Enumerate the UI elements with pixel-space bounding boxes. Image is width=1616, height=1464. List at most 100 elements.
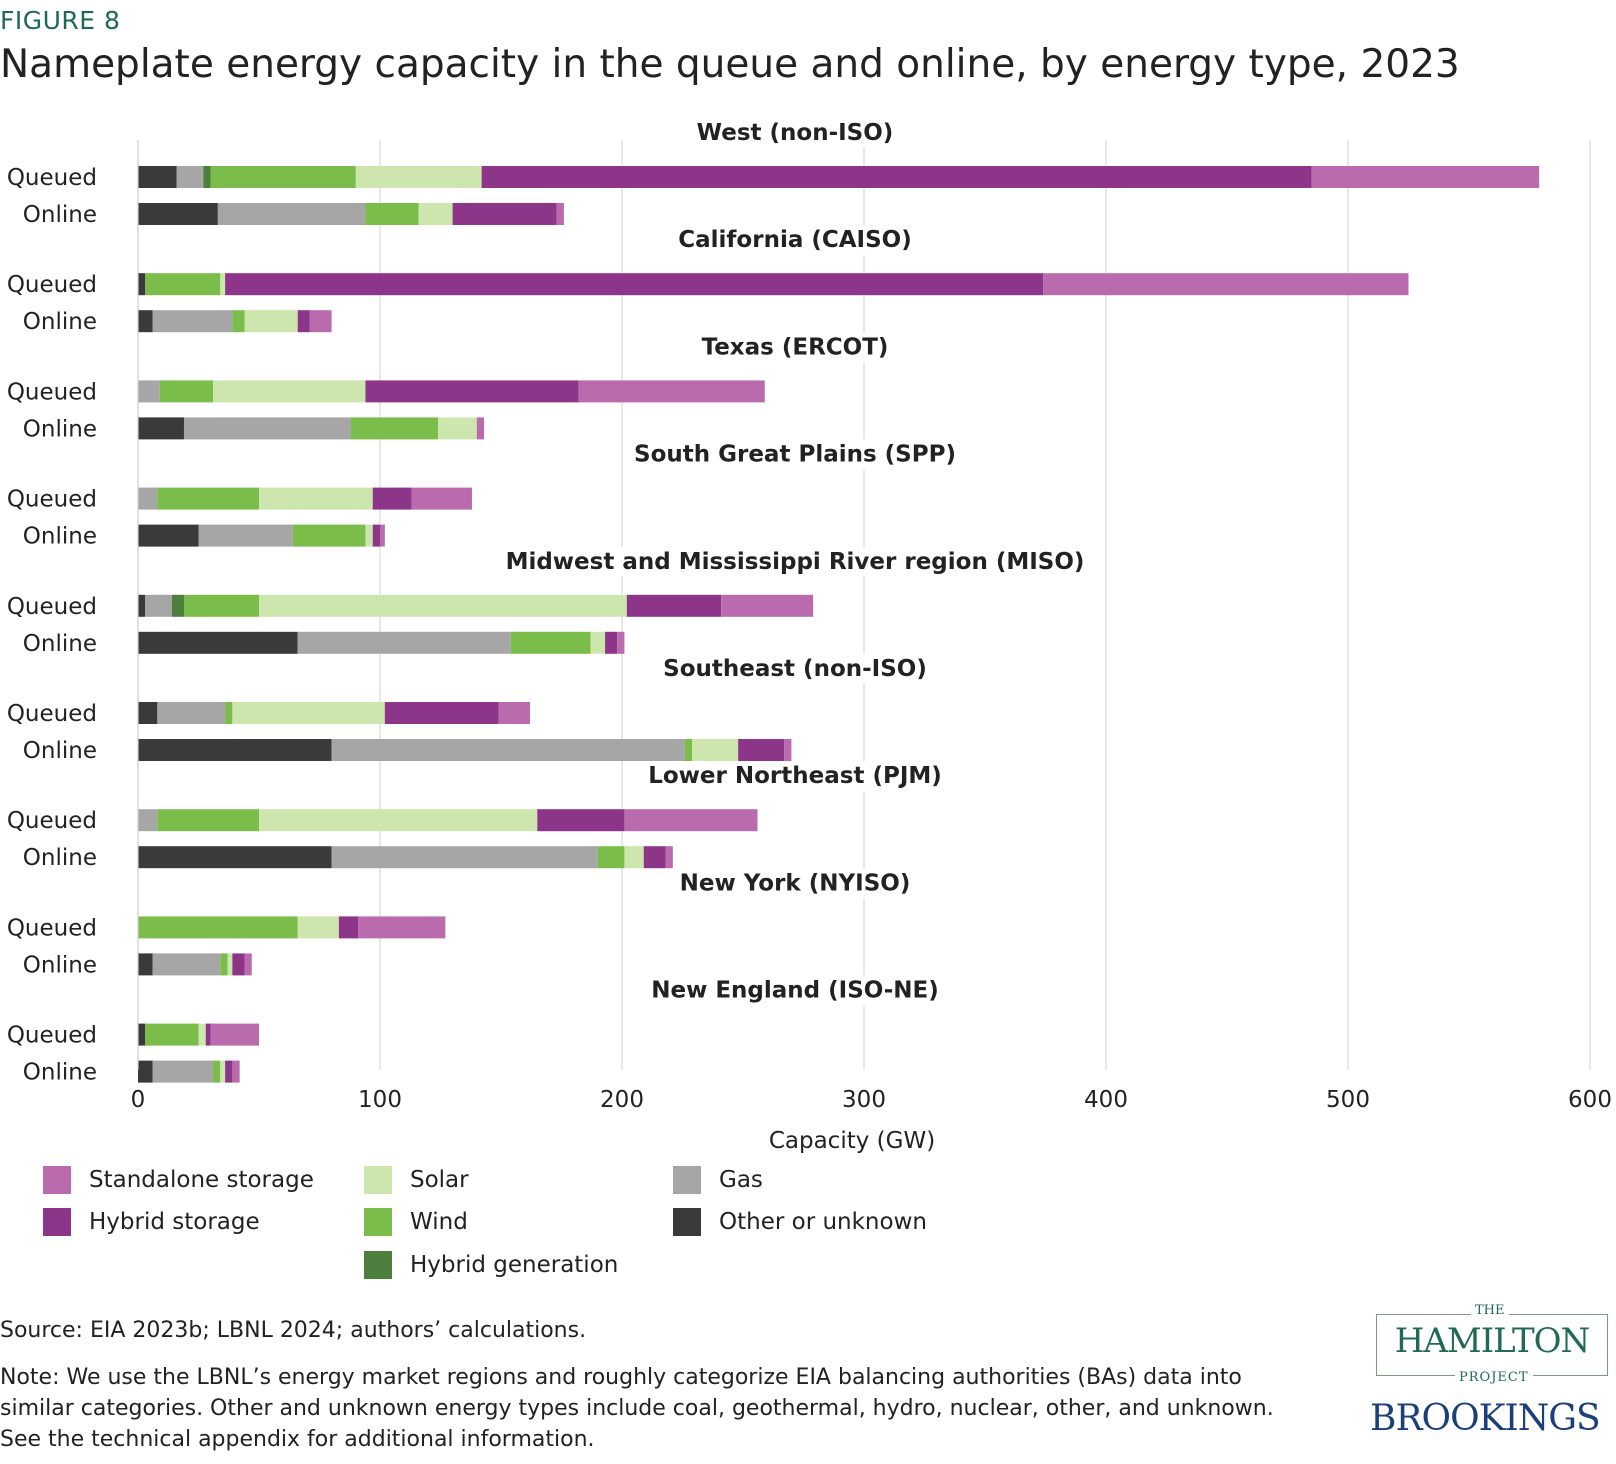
bar-segment-solar — [355, 166, 482, 188]
legend-label: Other or unknown — [719, 1209, 927, 1235]
bar-segment-hybrid-storage — [384, 702, 499, 724]
region-title-background — [495, 546, 1095, 577]
chart-title: Nameplate energy capacity in the queue a… — [0, 42, 1460, 87]
row-label: Online — [23, 738, 97, 764]
legend-item-hybrid-generation: Hybrid generation — [364, 1249, 618, 1281]
bar-segment-gas — [152, 310, 233, 333]
bar-segment-wind — [365, 203, 419, 225]
bar-segment-hybrid-storage — [225, 1060, 233, 1083]
row-label: Queued — [7, 594, 97, 620]
bar-segment-wind — [684, 739, 693, 761]
logo-hamilton-text: HAMILTON — [1394, 1321, 1591, 1361]
x-tick-label: 0 — [131, 1087, 146, 1113]
bar-segment-other-or-unknown — [138, 273, 146, 296]
row-label: Queued — [7, 165, 97, 191]
region-title-background — [686, 118, 904, 148]
legend-label: Standalone storage — [89, 1167, 314, 1193]
row-label: Online — [23, 1060, 97, 1086]
bar-segment-standalone-storage — [784, 739, 792, 761]
bar-segment-standalone-storage — [476, 417, 485, 440]
region-title: West (non-ISO) — [697, 120, 894, 146]
bar-segment-standalone-storage — [232, 1060, 240, 1083]
bar-segment-solar — [227, 953, 233, 976]
legend-swatch-gas — [673, 1166, 701, 1194]
bar-segment-gas — [198, 524, 293, 547]
x-axis-label: Capacity (GW) — [769, 1128, 935, 1154]
stacked-bar-chart: West (non-ISO) Queued Online California (CA… — [7, 118, 1612, 1154]
legend-swatch-solar — [364, 1166, 392, 1194]
bar-segment-standalone-storage — [617, 631, 625, 654]
bar-segment-other-or-unknown — [138, 166, 177, 188]
bar-segment-other-or-unknown — [138, 524, 199, 547]
bar-segment-standalone-storage — [1043, 273, 1409, 296]
legend-label: Hybrid storage — [89, 1209, 260, 1235]
region-title-background — [653, 654, 937, 684]
bar-segment-wind — [350, 417, 439, 440]
row-label: Queued — [7, 915, 97, 941]
bar-segment-hybrid-storage — [537, 809, 625, 832]
legend-swatch-standalone-storage — [43, 1166, 71, 1194]
bar-segment-wind — [220, 953, 228, 976]
bar-segment-wind — [183, 594, 259, 617]
note-text: Note: We use the LBNL’s energy market re… — [0, 1365, 1274, 1452]
legend-item-hybrid-storage: Hybrid storage — [43, 1206, 260, 1238]
bar-segment-standalone-storage — [358, 916, 446, 939]
bar-segment-other-or-unknown — [138, 417, 184, 440]
region-title: California (CAISO) — [678, 227, 911, 253]
legend-label: Wind — [410, 1209, 468, 1235]
bar-segment-hybrid-storage — [225, 273, 1044, 296]
bar-segment-other-or-unknown — [138, 203, 218, 225]
bar-segment-standalone-storage — [210, 1023, 259, 1046]
bar-segment-wind — [292, 524, 366, 547]
bar-segment-gas — [138, 380, 160, 403]
bar-segment-other-or-unknown — [138, 846, 332, 869]
bar-segment-other-or-unknown — [138, 1060, 153, 1083]
region-title-background — [638, 761, 952, 792]
row-label: Queued — [7, 487, 97, 513]
bar-segment-solar — [624, 846, 644, 869]
bar-segment-hybrid-storage — [372, 487, 412, 510]
bar-segment-wind — [597, 846, 625, 869]
bar-segment-hybrid-generation — [203, 166, 211, 188]
bar-segment-hybrid-storage — [232, 953, 245, 976]
bar-segment-solar — [438, 417, 477, 440]
bar-segment-wind — [157, 809, 259, 832]
region-title-background — [691, 332, 899, 363]
bar-segment-solar — [590, 631, 606, 654]
row-label: Online — [23, 631, 97, 657]
legend-item-wind: Wind — [364, 1206, 468, 1238]
region-title: New York (NYISO) — [680, 870, 911, 896]
region-title-background — [641, 975, 949, 1006]
bar-segment-other-or-unknown — [138, 702, 158, 724]
bar-segment-solar — [213, 380, 366, 403]
bar-segment-gas — [157, 702, 226, 724]
bar-segment-solar — [259, 487, 373, 510]
bar-segment-solar — [220, 273, 226, 296]
bar-segment-solar — [297, 916, 339, 939]
bar-segment-gas — [138, 809, 158, 832]
row-label: Queued — [7, 379, 97, 405]
bar-segment-standalone-storage — [578, 380, 765, 403]
bar-segment-standalone-storage — [665, 846, 673, 869]
region-title-background — [669, 868, 921, 899]
bar-segment-standalone-storage — [244, 953, 252, 976]
region-title: Southeast (non-ISO) — [663, 656, 927, 682]
legend-label: Solar — [410, 1167, 469, 1193]
bar-segment-standalone-storage — [309, 310, 332, 333]
x-tick-label: 200 — [600, 1087, 644, 1113]
bar-segment-gas — [297, 631, 511, 654]
row-label: Online — [23, 952, 97, 978]
bar-segment-solar — [259, 594, 627, 617]
legend-item-gas: Gas — [673, 1164, 763, 1196]
bar-segment-other-or-unknown — [138, 739, 332, 761]
chart-legend: Standalone storage Hybrid storage Solar … — [0, 1164, 1000, 1294]
bar-segment-standalone-storage — [411, 487, 472, 510]
row-label: Online — [23, 845, 97, 871]
bar-segment-other-or-unknown — [138, 631, 298, 654]
legend-item-solar: Solar — [364, 1164, 469, 1196]
row-label: Queued — [7, 1023, 97, 1049]
bar-segment-hybrid-storage — [626, 594, 722, 617]
region-title-background — [668, 225, 922, 256]
row-label: Online — [23, 309, 97, 335]
x-tick-label: 500 — [1326, 1087, 1370, 1113]
